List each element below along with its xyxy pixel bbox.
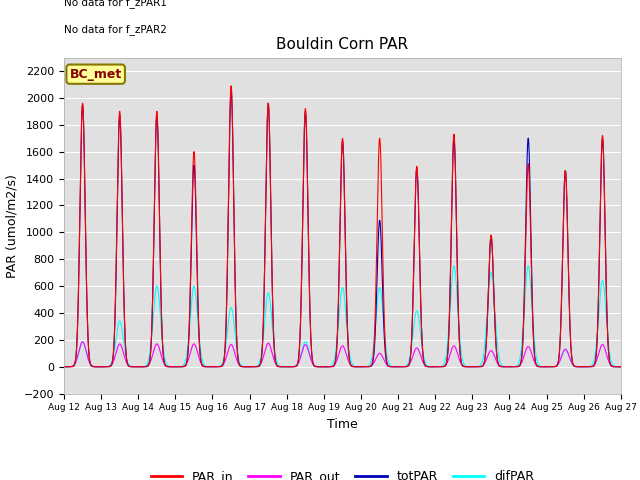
PAR_out xyxy=(79,339,86,345)
Text: No data for f_zPAR1: No data for f_zPAR1 xyxy=(64,0,167,8)
PAR_in xyxy=(504,364,512,370)
totPAR xyxy=(60,364,68,370)
PAR_out xyxy=(617,364,625,370)
X-axis label: Time: Time xyxy=(327,418,358,431)
PAR_out xyxy=(216,364,223,370)
PAR_in xyxy=(60,364,68,370)
difPAR xyxy=(450,263,458,269)
difPAR xyxy=(60,364,68,370)
difPAR xyxy=(584,364,591,370)
totPAR xyxy=(504,364,512,370)
difPAR xyxy=(617,364,625,370)
Line: difPAR: difPAR xyxy=(64,266,621,367)
Legend: PAR_in, PAR_out, totPAR, difPAR: PAR_in, PAR_out, totPAR, difPAR xyxy=(145,465,540,480)
totPAR xyxy=(584,364,591,370)
PAR_out xyxy=(359,364,367,370)
difPAR xyxy=(504,364,512,370)
PAR_in xyxy=(371,325,379,331)
Y-axis label: PAR (umol/m2/s): PAR (umol/m2/s) xyxy=(5,174,18,277)
PAR_out xyxy=(60,364,68,370)
Line: PAR_out: PAR_out xyxy=(64,342,621,367)
difPAR xyxy=(568,360,575,366)
totPAR xyxy=(216,364,223,370)
Text: No data for f_zPAR2: No data for f_zPAR2 xyxy=(64,24,167,35)
totPAR xyxy=(359,364,367,370)
totPAR xyxy=(227,87,235,93)
totPAR xyxy=(617,364,625,370)
totPAR xyxy=(371,339,379,345)
totPAR xyxy=(568,355,575,360)
difPAR xyxy=(216,363,223,369)
PAR_in xyxy=(359,364,367,370)
PAR_in xyxy=(568,355,575,360)
Line: totPAR: totPAR xyxy=(64,90,621,367)
PAR_in xyxy=(216,364,223,370)
difPAR xyxy=(371,334,378,339)
PAR_in xyxy=(584,364,591,370)
difPAR xyxy=(358,364,366,370)
Title: Bouldin Corn PAR: Bouldin Corn PAR xyxy=(276,37,408,52)
PAR_out xyxy=(371,358,379,364)
Text: BC_met: BC_met xyxy=(70,68,122,81)
PAR_out xyxy=(584,364,591,370)
PAR_out xyxy=(568,360,575,366)
PAR_out xyxy=(504,364,512,370)
PAR_in xyxy=(617,364,625,370)
Line: PAR_in: PAR_in xyxy=(64,86,621,367)
PAR_in xyxy=(227,83,235,89)
